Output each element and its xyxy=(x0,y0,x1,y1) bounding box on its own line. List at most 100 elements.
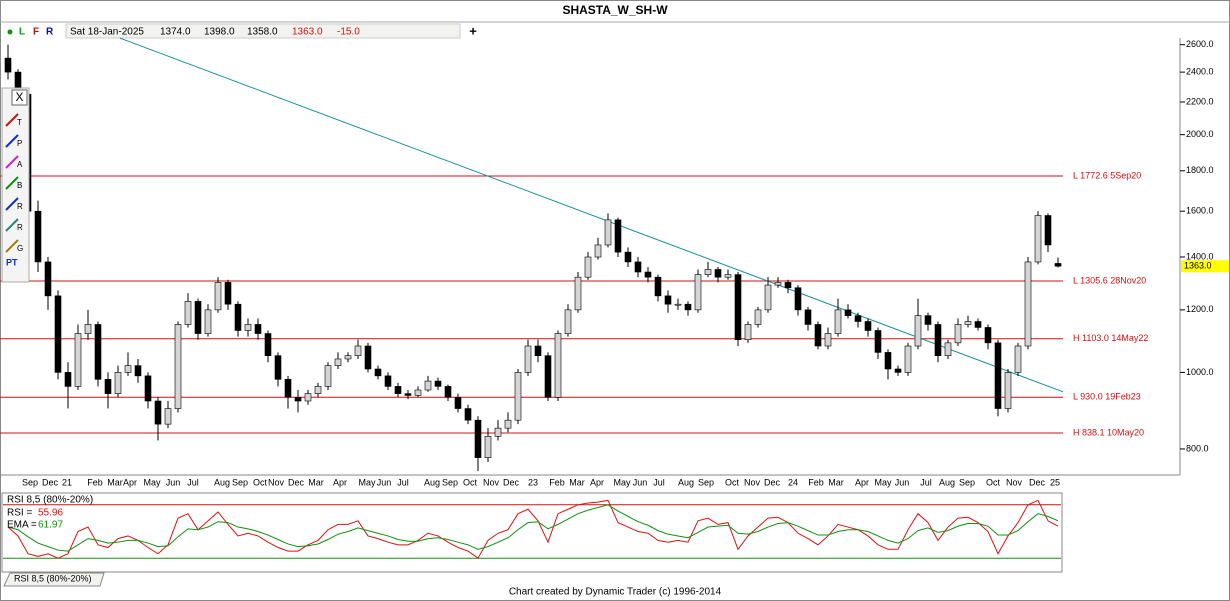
tool-icon[interactable] xyxy=(5,134,19,148)
candle-body xyxy=(884,352,892,370)
candle-body xyxy=(1004,372,1012,409)
x-tick-label: Mar xyxy=(569,477,585,487)
x-tick-label: Sep xyxy=(232,477,248,487)
tool-label[interactable]: G xyxy=(17,244,23,253)
candle-body xyxy=(1014,345,1022,373)
x-tick-label: Aug xyxy=(214,477,230,487)
tool-label[interactable]: R xyxy=(17,223,23,232)
y-tick-label: 1400.0 xyxy=(1186,251,1214,261)
candle-body xyxy=(354,345,362,356)
x-tick-label: May xyxy=(358,477,376,487)
level-label: H 1103.0 14May22 xyxy=(1073,333,1148,343)
candle-body xyxy=(554,333,562,398)
tool-icon[interactable] xyxy=(5,197,19,211)
candle-body xyxy=(184,301,192,325)
candle-body xyxy=(504,419,512,429)
candle-body xyxy=(124,365,132,373)
candle-body xyxy=(864,321,872,331)
tool-label[interactable]: PT xyxy=(6,257,18,267)
candle-body xyxy=(844,309,852,316)
candle-body xyxy=(764,284,772,311)
info-open: 1374.0 xyxy=(160,27,191,38)
level-label: H 838.1 10May20 xyxy=(1073,427,1144,437)
candle-body xyxy=(484,436,492,458)
candle-body xyxy=(754,309,762,325)
toolbar-close-label[interactable]: X xyxy=(15,90,23,104)
legend-value: 61.97 xyxy=(38,520,63,531)
candle-body xyxy=(874,330,882,353)
indicator-tab[interactable] xyxy=(3,572,105,587)
candle-body xyxy=(294,396,302,402)
x-tick-label: 25 xyxy=(1050,477,1060,487)
candle-body xyxy=(614,219,622,253)
info-high: 1398.0 xyxy=(204,27,235,38)
level-label: L 1305.6 28Nov20 xyxy=(1073,275,1146,285)
tool-icon[interactable] xyxy=(5,155,19,169)
x-tick-label: Sep xyxy=(698,477,714,487)
candle-body xyxy=(534,345,542,356)
tool-icon[interactable] xyxy=(5,176,19,190)
button-r[interactable]: R xyxy=(46,27,54,38)
button-f[interactable]: F xyxy=(33,27,39,38)
x-tick-label: 24 xyxy=(788,477,798,487)
candle-body xyxy=(1054,263,1062,267)
y-tick-label: 1600.0 xyxy=(1186,206,1214,216)
candle-body xyxy=(1034,215,1042,263)
candle-body xyxy=(944,342,952,356)
tool-icon[interactable] xyxy=(5,218,19,232)
plot: 800.0 1000.0 1200.0 1400.0 1600.0 1800.0 2000.… xyxy=(0,37,1229,559)
candle-body xyxy=(4,57,12,73)
tool-label[interactable]: R xyxy=(17,202,23,211)
x-tick-label: Aug xyxy=(939,477,955,487)
candle-body xyxy=(224,282,232,305)
y-tick-label: 2200.0 xyxy=(1186,96,1214,106)
tool-label[interactable]: T xyxy=(17,118,22,127)
legend-value: 55.96 xyxy=(38,508,63,519)
candle-body xyxy=(274,355,282,380)
chart-title: SHASTA_W_SH-W xyxy=(562,3,668,17)
tool-icon[interactable] xyxy=(5,239,19,253)
price-marker-label: 1363.0 xyxy=(1184,261,1212,271)
x-tick-label: Jul xyxy=(920,477,932,487)
x-tick-label: Dec xyxy=(42,477,59,487)
candle-body xyxy=(574,276,582,311)
candle-body xyxy=(914,315,922,347)
tool-label[interactable]: B xyxy=(17,181,22,190)
price-marker xyxy=(1181,260,1229,273)
candle-body xyxy=(314,386,322,394)
x-tick-label: Nov xyxy=(1006,477,1023,487)
candle-body xyxy=(64,372,72,387)
candle-body xyxy=(104,379,112,394)
candle-body xyxy=(954,324,962,344)
x-tick-label: May xyxy=(143,477,161,487)
x-tick-label: Dec xyxy=(503,477,520,487)
info-change: -15.0 xyxy=(337,27,360,38)
x-tick-label: Aug xyxy=(424,477,440,487)
status-dot xyxy=(7,29,13,35)
add-button[interactable]: + xyxy=(469,23,477,38)
button-l[interactable]: L xyxy=(19,27,25,38)
info-low: 1358.0 xyxy=(247,27,278,38)
candle-body xyxy=(814,324,822,347)
x-tick-label: Oct xyxy=(253,477,268,487)
candle-body xyxy=(894,368,902,373)
candle-body xyxy=(114,372,122,394)
tool-icon[interactable] xyxy=(5,113,19,127)
candle-body xyxy=(734,274,742,341)
x-tick-label: Jun xyxy=(166,477,181,487)
candle-body xyxy=(344,355,352,360)
candle-body xyxy=(384,375,392,387)
candle-body xyxy=(244,324,252,331)
candle-body xyxy=(744,324,752,341)
candle-body xyxy=(1024,261,1032,347)
candle-body xyxy=(214,282,222,311)
candle-body xyxy=(334,358,342,366)
tool-label[interactable]: P xyxy=(17,139,22,148)
x-tick-label: Oct xyxy=(463,477,478,487)
toolbar-close[interactable] xyxy=(11,89,28,106)
indicator-tab-label[interactable]: RSI 8,5 (80%-20%) xyxy=(14,573,92,583)
candle-body xyxy=(204,309,212,334)
candle-body xyxy=(994,342,1002,409)
tool-label[interactable]: A xyxy=(17,160,23,169)
